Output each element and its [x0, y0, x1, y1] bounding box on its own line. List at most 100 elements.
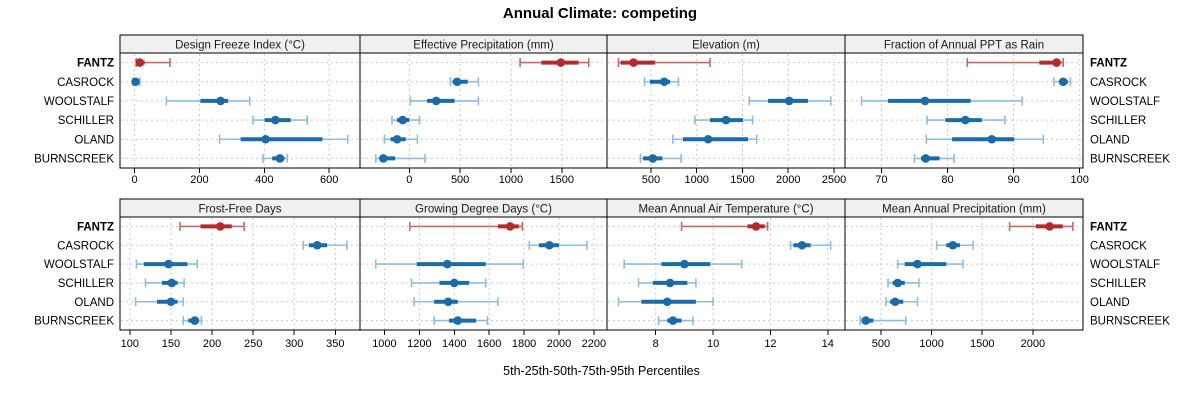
panel: Mean Annual Precipitation (mm) 500 1000 150… — [844, 198, 1084, 350]
axis-tick-label: 1400 — [442, 338, 466, 350]
panel-header-title: Fraction of Annual PPT as Rain — [884, 40, 1044, 52]
median-dot — [312, 240, 322, 250]
median-dot — [164, 259, 173, 269]
panel-header-title: Mean Annual Air Temperature (°C) — [638, 204, 813, 216]
median-dot — [392, 134, 402, 144]
axis-tick-label: 200 — [190, 174, 208, 186]
axis-tick-label: 1500 — [730, 174, 754, 186]
x-axis-caption: 5th-25th-50th-75th-95th Percentiles — [503, 364, 700, 378]
axis-tick-label: 70 — [875, 174, 887, 186]
site-label-right: OLAND — [1090, 297, 1130, 309]
median-dot — [261, 134, 270, 144]
median-dot — [167, 278, 177, 288]
axis-tick-label: 150 — [162, 338, 180, 350]
median-dot — [442, 259, 452, 269]
median-dot — [784, 96, 794, 106]
median-dot — [751, 222, 761, 231]
site-label-right: WOOLSTALF — [1090, 259, 1160, 271]
axis-tick-label: 1500 — [550, 174, 574, 186]
axis-tick-label: 300 — [285, 338, 303, 350]
median-dot — [135, 58, 145, 67]
axis-tick-label: 100 — [121, 338, 139, 350]
axis-tick-label: 100 — [1071, 174, 1089, 186]
axis-tick-label: 500 — [451, 174, 469, 186]
axis-tick-label: 2000 — [776, 174, 800, 186]
panel-border — [606, 216, 846, 331]
axis-tick-label: 1000 — [372, 338, 396, 350]
axis-tick-label: 600 — [320, 174, 338, 186]
median-dot — [449, 278, 459, 288]
median-dot — [452, 77, 462, 87]
panel-border — [359, 52, 608, 169]
median-dot — [659, 77, 669, 87]
median-dot — [921, 154, 930, 163]
axis-tick-label: 14 — [822, 338, 834, 350]
median-dot — [131, 77, 140, 87]
axis-tick-label: 2500 — [822, 174, 846, 186]
site-label-right: FANTZ — [1090, 221, 1127, 233]
site-label-right: CASROCK — [1090, 240, 1147, 252]
median-dot — [1052, 58, 1061, 67]
axis-tick-label: 1200 — [407, 338, 431, 350]
median-dot — [443, 297, 453, 307]
site-label-left: WOOLSTALF — [44, 259, 114, 271]
median-dot — [890, 297, 900, 307]
site-label-left: BURNSCREEK — [34, 153, 114, 165]
median-dot — [920, 96, 930, 106]
panel: Effective Precipitation (mm) 0 500 1000 1500 — [359, 34, 608, 186]
median-dot — [721, 115, 731, 125]
site-label-right: WOOLSTALF — [1090, 96, 1160, 108]
panel-border — [119, 52, 361, 169]
axis-tick-label: 200 — [203, 338, 221, 350]
panel-header-title: Frost-Free Days — [198, 204, 281, 216]
site-label-right: SCHILLER — [1090, 278, 1146, 290]
median-dot — [913, 259, 922, 269]
axis-tick-label: 90 — [1007, 174, 1019, 186]
axis-tick-label: 1000 — [684, 174, 708, 186]
median-dot — [190, 316, 200, 325]
median-dot — [629, 58, 638, 67]
axis-tick-label: 8 — [653, 338, 659, 350]
panel-border — [119, 216, 361, 331]
median-dot — [398, 115, 407, 125]
axis-tick-label: 0 — [132, 174, 138, 186]
panel-header-title: Design Freeze Index (°C) — [175, 40, 305, 52]
axis-tick-label: 80 — [941, 174, 953, 186]
panel-border — [844, 52, 1084, 169]
median-dot — [665, 278, 675, 288]
axis-tick-label: 500 — [642, 174, 660, 186]
panel: Elevation (m) 500 1000 1500 2000 2500 — [606, 34, 846, 186]
site-label-right: CASROCK — [1090, 77, 1147, 89]
axis-tick-label: 1500 — [970, 338, 994, 350]
axis-tick-label: 350 — [326, 338, 344, 350]
median-dot — [505, 222, 515, 231]
median-dot — [797, 240, 807, 250]
axis-tick-label: 2000 — [1021, 338, 1045, 350]
panel-header-title: Growing Degree Days (°C) — [415, 204, 552, 216]
median-dot — [1045, 222, 1054, 231]
median-dot — [275, 154, 285, 163]
chart-title: Annual Climate: competing — [502, 5, 698, 22]
site-label-right: OLAND — [1090, 134, 1130, 146]
median-dot — [648, 154, 658, 163]
axis-tick-label: 1800 — [512, 338, 536, 350]
site-label-left: CASROCK — [57, 240, 114, 252]
site-label-left: OLAND — [74, 297, 114, 309]
site-label-left: WOOLSTALF — [44, 96, 114, 108]
panel: Growing Degree Days (°C) 1000 1200 1400 1600… — [359, 198, 608, 350]
axis-tick-label: 2000 — [547, 338, 571, 350]
site-label-right: BURNSCREEK — [1090, 316, 1170, 328]
axis-tick-label: 400 — [255, 174, 273, 186]
axis-tick-label: 1000 — [499, 174, 523, 186]
panel-header-title: Elevation (m) — [692, 40, 760, 52]
site-label-left: OLAND — [74, 134, 114, 146]
median-dot — [556, 58, 566, 67]
site-label-left: FANTZ — [77, 58, 114, 70]
axis-tick-label: 0 — [406, 174, 412, 186]
site-label-right: FANTZ — [1090, 58, 1127, 70]
median-dot — [948, 240, 958, 250]
axis-tick-label: 12 — [764, 338, 776, 350]
site-label-left: SCHILLER — [58, 278, 114, 290]
